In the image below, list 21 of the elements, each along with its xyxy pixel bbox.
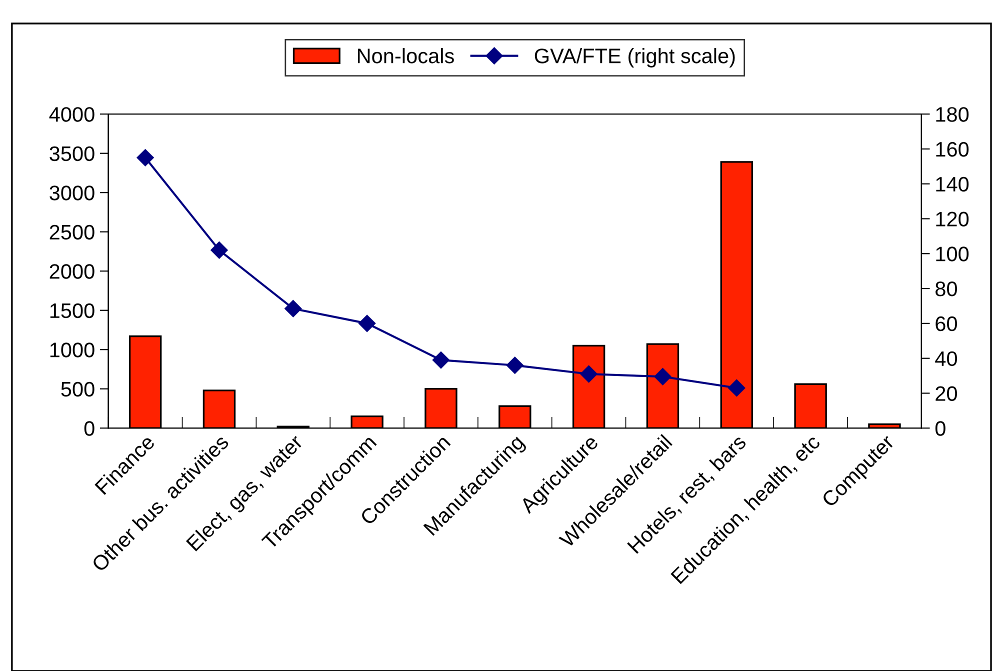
y-tick-label: 3000 [50, 186, 94, 200]
y-tick-label: 2000 [50, 264, 94, 279]
y-tick-label: 500 [61, 382, 94, 397]
y2-tick-label: 60 [936, 316, 957, 332]
y-tick-label: 0 [84, 421, 94, 436]
y2-tick-label: 20 [936, 386, 957, 401]
y2-tick-label: 120 [936, 212, 969, 226]
y2-tick-label: 0 [935, 421, 946, 436]
y2-tick-label: 180 [936, 107, 969, 122]
y-tick-label: 4000 [49, 107, 94, 122]
y2-tick-label: 80 [936, 282, 957, 296]
y-tick-label: 1500 [50, 303, 94, 318]
legend-label: GVA/FTE (right scale) [534, 48, 735, 68]
y-tick-label: 3500 [50, 146, 94, 162]
y2-tick-label: 100 [936, 246, 969, 262]
y-tick-label: 1000 [50, 342, 94, 358]
y2-tick-label: 160 [936, 142, 969, 157]
y-tick-label: 2500 [50, 224, 94, 240]
legend-label: Non-locals [358, 48, 454, 64]
y2-tick-label: 140 [936, 176, 969, 192]
y2-tick-label: 40 [935, 351, 957, 366]
